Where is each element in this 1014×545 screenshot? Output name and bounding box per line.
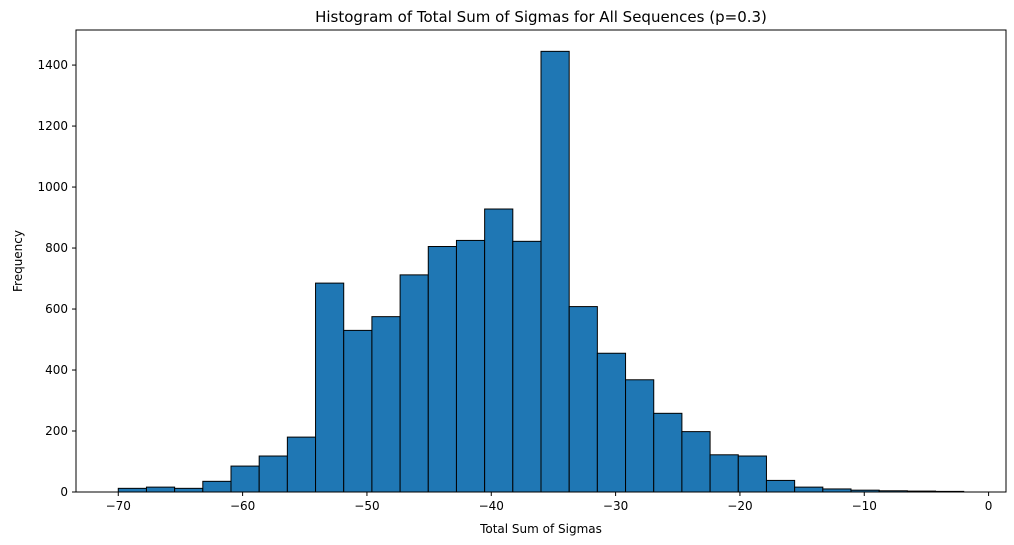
x-axis-label: Total Sum of Sigmas xyxy=(479,522,602,536)
histogram-bar xyxy=(315,282,345,493)
x-tick-label: 0 xyxy=(985,499,993,513)
histogram-bar xyxy=(343,329,373,493)
x-tick-label: −10 xyxy=(852,499,877,513)
y-tick-label: 400 xyxy=(45,363,68,377)
plot-frame xyxy=(75,29,1007,493)
histogram-bar xyxy=(765,479,796,493)
x-tick-label: −30 xyxy=(603,499,628,513)
histogram-bar xyxy=(174,487,204,493)
histogram-bar xyxy=(681,431,711,493)
histogram-bar xyxy=(596,352,627,493)
histogram-bar xyxy=(230,465,260,493)
histogram-bar xyxy=(145,486,176,493)
y-axis-ticks: 0 200 400 600 800 1000 1200 1400 xyxy=(37,58,76,499)
y-tick-label: 0 xyxy=(60,485,68,499)
x-tick-label: −20 xyxy=(727,499,752,513)
histogram-bar xyxy=(399,274,429,493)
histogram-bar xyxy=(625,379,655,493)
histogram-bar xyxy=(202,480,232,493)
histogram-bar xyxy=(484,208,514,493)
histogram-bar xyxy=(455,239,486,493)
y-tick-label: 200 xyxy=(45,424,68,438)
x-tick-label: −70 xyxy=(106,499,131,513)
x-tick-label: −40 xyxy=(479,499,504,513)
y-tick-label: 1000 xyxy=(37,180,68,194)
histogram-bar xyxy=(653,412,683,493)
x-tick-label: −60 xyxy=(230,499,255,513)
y-tick-label: 800 xyxy=(45,241,68,255)
histogram-bar xyxy=(512,240,542,493)
x-tick-label: −50 xyxy=(354,499,379,513)
y-tick-label: 1400 xyxy=(37,58,68,72)
y-axis-label: Frequency xyxy=(11,230,25,292)
y-tick-label: 600 xyxy=(45,302,68,316)
histogram-bar xyxy=(540,50,570,493)
bars-group xyxy=(117,50,965,493)
histogram-bar xyxy=(117,487,147,493)
histogram-bar xyxy=(568,306,598,493)
histogram-bar xyxy=(427,246,457,493)
histogram-bar xyxy=(258,455,288,493)
chart-title: Histogram of Total Sum of Sigmas for All… xyxy=(315,8,767,26)
histogram-bar xyxy=(371,316,401,493)
x-axis-ticks: −70 −60 −50 −40 −30 −20 −10 0 xyxy=(106,492,993,513)
histogram-bar xyxy=(709,454,739,493)
histogram-bar xyxy=(737,455,767,493)
histogram-bar xyxy=(794,486,824,493)
histogram-bar xyxy=(286,436,317,493)
y-tick-label: 1200 xyxy=(37,119,68,133)
